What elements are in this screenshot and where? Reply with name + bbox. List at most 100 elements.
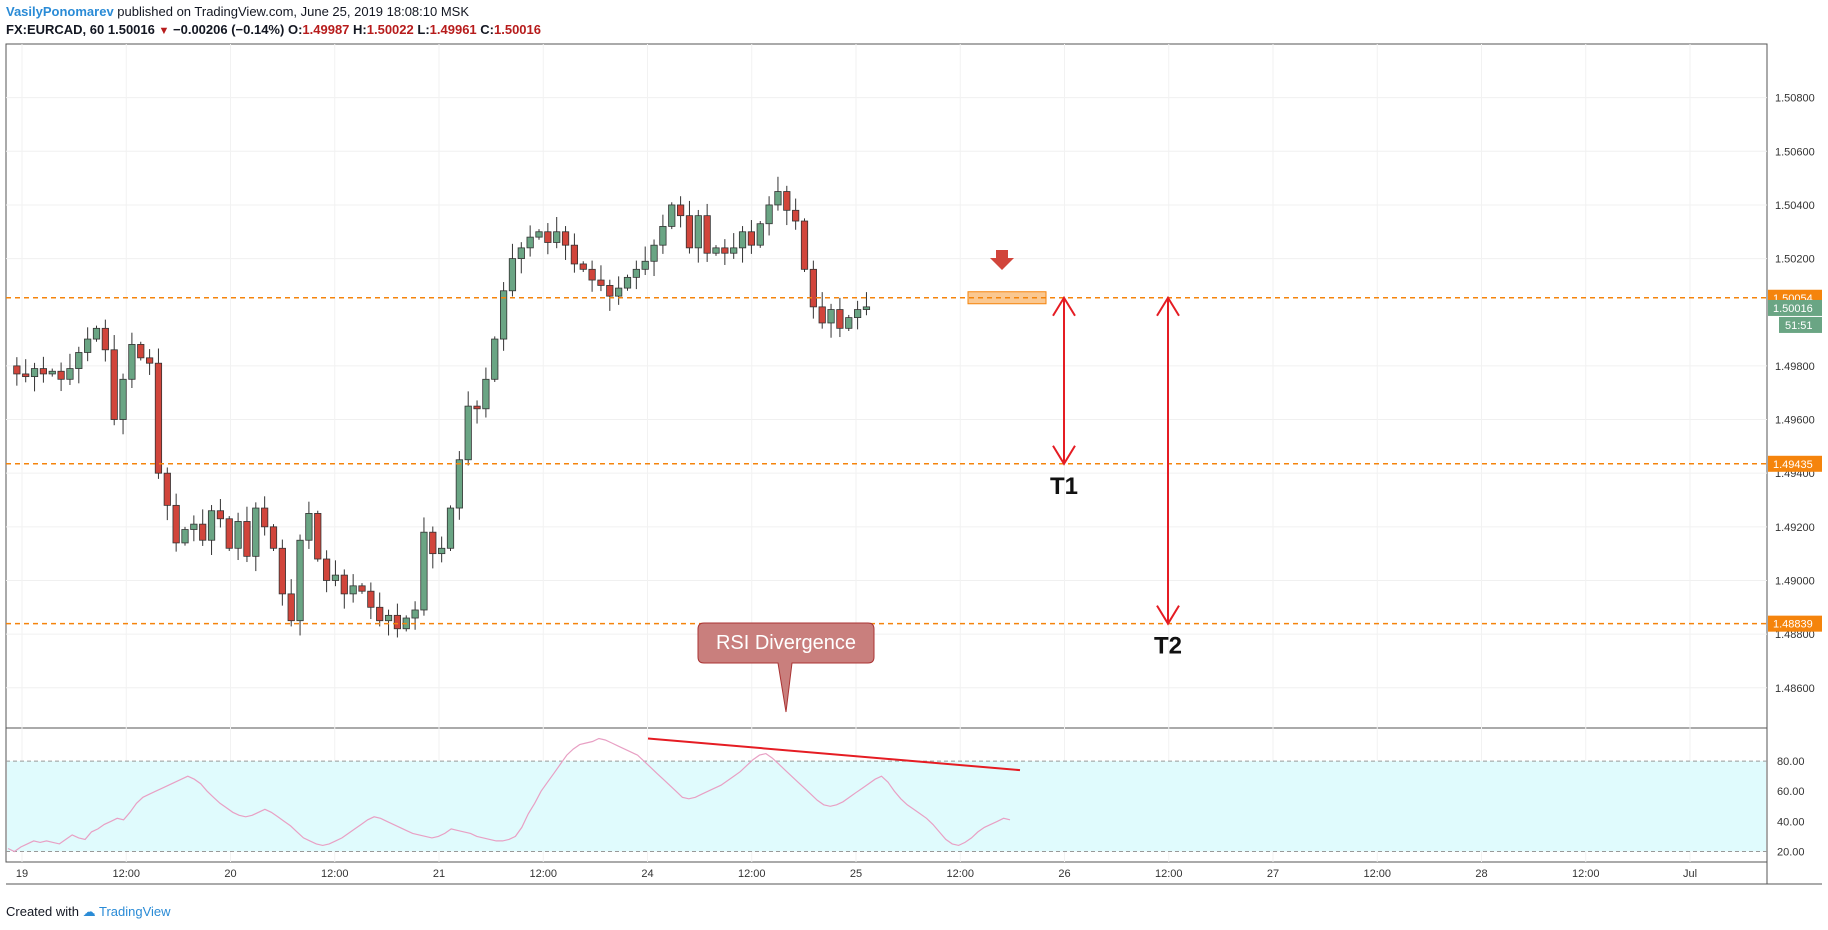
time-tick-label: 28 [1475, 868, 1487, 880]
candle-body [384, 614, 393, 622]
price-tick-label: 1.49200 [1775, 522, 1815, 534]
ohlc-l-label: L: [417, 22, 430, 37]
candle-body [48, 370, 56, 375]
time-tick-label: 12:00 [1155, 868, 1183, 880]
candle-body [508, 258, 517, 292]
ohlc-c-value: 1.50016 [494, 22, 541, 37]
rsi-divergence-line [647, 737, 1021, 772]
ohlc-h-value: 1.50022 [366, 22, 414, 37]
candle-body [606, 285, 614, 297]
candle-body [597, 279, 605, 286]
time-tick-label: 12:00 [529, 868, 557, 880]
candle-body [677, 204, 685, 217]
candle-body [420, 531, 428, 611]
time-tick-label: 12:00 [1363, 868, 1391, 880]
rsi-tick-label: 20.00 [1777, 846, 1805, 858]
candle-body [553, 231, 561, 243]
annotation-text: RSI Divergence [716, 632, 856, 654]
level-price-tag-label: 1.48839 [1773, 619, 1813, 631]
candle-body [800, 220, 809, 270]
candle-body [455, 459, 463, 509]
candle-body [66, 368, 74, 380]
candle-body [287, 593, 295, 622]
ohlc-l-value: 1.49961 [429, 22, 477, 37]
candle-body [756, 223, 764, 246]
candle-body [163, 472, 171, 506]
candle-body [738, 231, 747, 249]
candle-body [544, 231, 552, 243]
time-tick-label: 27 [1267, 868, 1279, 880]
candle-body [305, 513, 313, 541]
candle-body [641, 260, 649, 270]
time-tick-label: 21 [433, 868, 445, 880]
candle-body [207, 510, 216, 541]
tradingview-link[interactable]: TradingView [99, 904, 171, 919]
time-tick-label: 26 [1058, 868, 1070, 880]
candle-body [190, 523, 198, 530]
candle-body [39, 368, 48, 375]
candle-body [101, 327, 109, 351]
annotation-bubble [697, 622, 875, 713]
time-tick-label: 19 [16, 868, 28, 880]
price-tick-label: 1.50400 [1775, 200, 1815, 212]
chart-header-line2: FX:EURCAD, 60 1.50016 ▼ −0.00206 (−0.14%… [6, 22, 541, 39]
candle-body [615, 287, 623, 297]
candle-body [703, 215, 711, 254]
candle-body [234, 521, 242, 549]
level-price-tag [1768, 455, 1822, 472]
candles [13, 176, 871, 638]
current-price-label: 1.50016 [1773, 303, 1813, 315]
candle-body [818, 306, 826, 324]
candle-body [128, 344, 136, 380]
candle-body [836, 309, 844, 329]
candle-body [296, 539, 304, 622]
target-arrow-head-up [1052, 295, 1076, 317]
candle-body [145, 357, 154, 364]
ohlc-h-label: H: [353, 22, 367, 37]
time-tick-label: 12:00 [112, 868, 140, 880]
target-arrow-head-up [1156, 295, 1180, 317]
candle-body [464, 405, 472, 461]
candle-body [110, 349, 118, 420]
candle-body [588, 268, 596, 281]
level-price-tag [1768, 615, 1822, 632]
candle-body [747, 231, 756, 246]
time-tick-label: 25 [850, 868, 862, 880]
time-tick-label: 12:00 [1572, 868, 1600, 880]
author-link[interactable]: VasilyPonomarev [6, 4, 114, 19]
candle-body [517, 247, 525, 259]
ohlc-o-label: O: [287, 22, 303, 37]
candle-body [561, 231, 570, 246]
time-tick-label: 12:00 [946, 868, 974, 880]
candle-body [429, 531, 437, 555]
candle-body [172, 504, 180, 544]
ohlc-c-label: C: [480, 22, 494, 37]
price-tick-label: 1.48600 [1775, 683, 1815, 695]
rsi-tick-label: 60.00 [1777, 786, 1805, 798]
candle-body [668, 204, 676, 227]
price-tick-label: 1.50600 [1775, 146, 1815, 158]
price-tick-label: 1.49800 [1775, 361, 1815, 373]
candle-body [535, 231, 543, 238]
candle-body [349, 585, 357, 595]
candle-body [216, 510, 224, 520]
candle-body [730, 247, 738, 254]
candle-body [446, 507, 455, 549]
candle-body [137, 344, 145, 359]
candle-body [862, 306, 871, 310]
candle-body [685, 215, 694, 249]
candle-body [57, 370, 65, 380]
target-arrow-head-down [1156, 605, 1180, 626]
down-arrow-icon: ▼ [158, 25, 170, 37]
sell-arrow-icon [990, 250, 1014, 270]
rsi-tick-label: 80.00 [1777, 756, 1805, 768]
candle-body [261, 507, 269, 528]
candle-body [322, 558, 331, 581]
candle-body [499, 290, 508, 340]
target-label: T1 [1050, 473, 1078, 500]
price-change: −0.00206 (−0.14%) [173, 22, 285, 37]
resistance-zone [967, 291, 1047, 305]
current-price-tag [1768, 299, 1822, 316]
candle-body [225, 518, 233, 549]
